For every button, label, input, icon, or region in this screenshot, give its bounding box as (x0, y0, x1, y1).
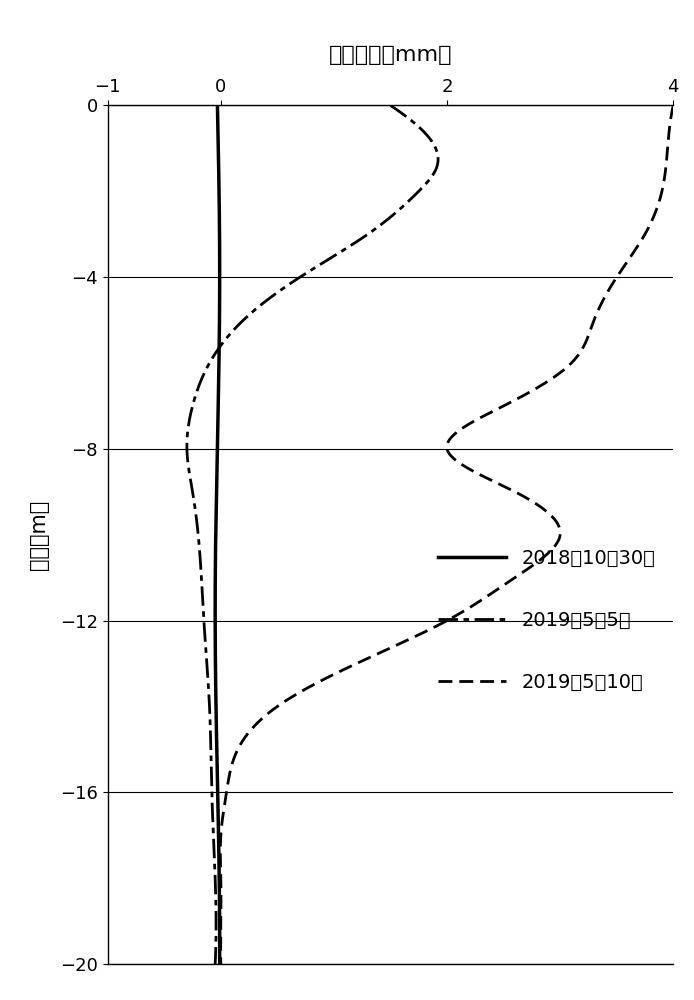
2019年5月10日 (217, 937, 225, 949)
2019年5月10日 (450, 610, 459, 622)
2018年10月30日 (211, 564, 219, 576)
2019年5月10日 (669, 99, 677, 111)
2018年10月30日 (212, 512, 220, 524)
2019年5月5日 (199, 610, 208, 622)
2018年10月30日 (212, 507, 220, 519)
Line: 2019年5月5日: 2019年5月5日 (187, 105, 438, 964)
2018年10月30日 (216, 958, 224, 970)
2019年5月5日 (387, 99, 395, 111)
Line: 2018年10月30日: 2018年10月30日 (215, 105, 220, 964)
2018年10月30日 (211, 610, 219, 622)
2019年5月10日 (544, 507, 552, 519)
Title: 相对变形（mm）: 相对变形（mm） (329, 45, 452, 65)
2018年10月30日 (213, 99, 221, 111)
2019年5月5日 (211, 958, 219, 970)
2018年10月30日 (214, 803, 222, 815)
2019年5月5日 (192, 507, 200, 519)
2019年5月5日 (192, 512, 201, 524)
2019年5月5日 (212, 937, 220, 949)
Line: 2019年5月10日: 2019年5月10日 (221, 105, 673, 964)
2019年5月10日 (550, 512, 558, 524)
2019年5月10日 (217, 958, 225, 970)
2018年10月30日 (216, 937, 224, 949)
Y-axis label: 深度（m）: 深度（m） (29, 500, 49, 570)
Legend: 2018年10月30日, 2019年5月5日, 2019年5月10日: 2018年10月30日, 2019年5月5日, 2019年5月10日 (430, 541, 663, 700)
2019年5月5日 (197, 564, 205, 576)
2019年5月10日 (522, 564, 530, 576)
2019年5月5日 (208, 803, 217, 815)
2019年5月10日 (220, 803, 228, 815)
